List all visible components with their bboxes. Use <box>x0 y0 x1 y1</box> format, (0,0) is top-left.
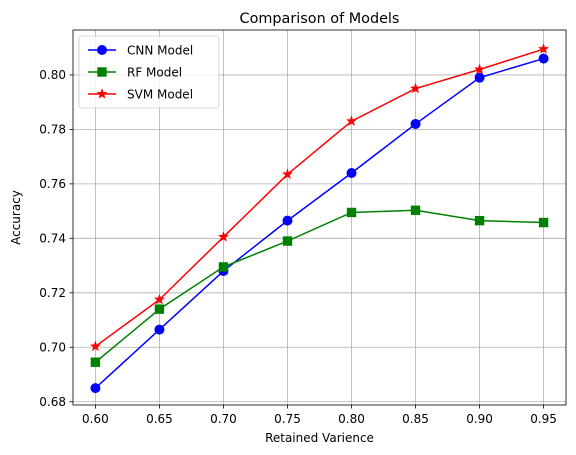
x-axis-title: Retained Varience <box>265 431 374 445</box>
y-tick-label: 0.76 <box>39 177 66 191</box>
cnn-model-point <box>282 215 293 226</box>
cnn-model-line <box>94 57 544 389</box>
svm-model-point <box>217 231 230 242</box>
rf-model-point <box>282 236 293 246</box>
cnn-model-point <box>346 167 357 178</box>
rf-model-series <box>90 205 549 367</box>
y-tick-label: 0.68 <box>39 395 66 409</box>
y-tick-label: 0.72 <box>39 286 66 300</box>
legend-label: CNN Model <box>127 43 193 57</box>
x-tick-label: 0.85 <box>402 412 429 426</box>
x-tick-label: 0.90 <box>466 412 493 426</box>
y-axis: 0.68 0.70 0.72 0.74 0.76 0.78 0.80 <box>39 68 73 409</box>
x-tick-label: 0.75 <box>274 412 301 426</box>
y-tick-label: 0.70 <box>39 341 66 355</box>
cnn-model-point <box>90 383 101 394</box>
rf-model-point <box>538 217 549 228</box>
x-tick-label: 0.65 <box>146 412 173 426</box>
y-tick-label: 0.80 <box>39 68 66 82</box>
legend-marker <box>96 88 108 99</box>
cnn-model-point <box>474 72 485 83</box>
x-tick-label: 0.70 <box>210 412 237 426</box>
y-axis-title: Accuracy <box>9 190 23 245</box>
legend-item-rf-model: RF Model <box>88 65 182 79</box>
svm-model-point <box>537 43 550 54</box>
svm-model-point <box>281 168 294 180</box>
svm-model-point <box>89 340 102 352</box>
cnn-model-point <box>154 324 165 335</box>
svm-model-point <box>153 293 166 305</box>
rf-model-line <box>94 209 544 363</box>
rf-model-point <box>346 207 357 218</box>
svm-model-point <box>409 82 422 94</box>
rf-model-point <box>410 205 421 215</box>
rf-model-point <box>218 262 229 272</box>
svm-model-series <box>89 43 550 352</box>
series-layer <box>89 43 550 394</box>
legend: CNN Model RF Model SVM Model <box>78 35 220 109</box>
legend-marker <box>97 67 107 77</box>
legend-label: SVM Model <box>127 87 193 101</box>
grid <box>73 30 566 405</box>
x-tick-label: 0.95 <box>530 412 557 426</box>
svm-model-line <box>94 48 544 348</box>
legend-item-svm-model: SVM Model <box>88 87 193 101</box>
rf-model-point <box>90 357 101 367</box>
cnn-model-series <box>90 53 549 394</box>
y-tick-label: 0.78 <box>39 123 66 137</box>
x-tick-label: 0.80 <box>338 412 365 426</box>
svm-model-point <box>345 115 358 127</box>
y-tick-label: 0.74 <box>39 232 66 246</box>
x-axis: 0.60 0.65 0.70 0.75 0.80 0.85 0.90 0.95 <box>82 405 557 426</box>
plot-frame <box>72 29 567 406</box>
x-tick-label: 0.60 <box>82 412 109 426</box>
rf-model-point <box>474 215 485 226</box>
cnn-model-point <box>538 53 549 64</box>
legend-marker <box>97 45 107 55</box>
chart-title: Comparison of Models <box>240 11 400 27</box>
cnn-model-point <box>410 118 421 129</box>
legend-item-cnn-model: CNN Model <box>88 43 193 57</box>
legend-label: RF Model <box>127 65 182 79</box>
rf-model-point <box>154 304 165 314</box>
legend-box <box>78 35 220 109</box>
svm-model-point <box>473 63 486 75</box>
